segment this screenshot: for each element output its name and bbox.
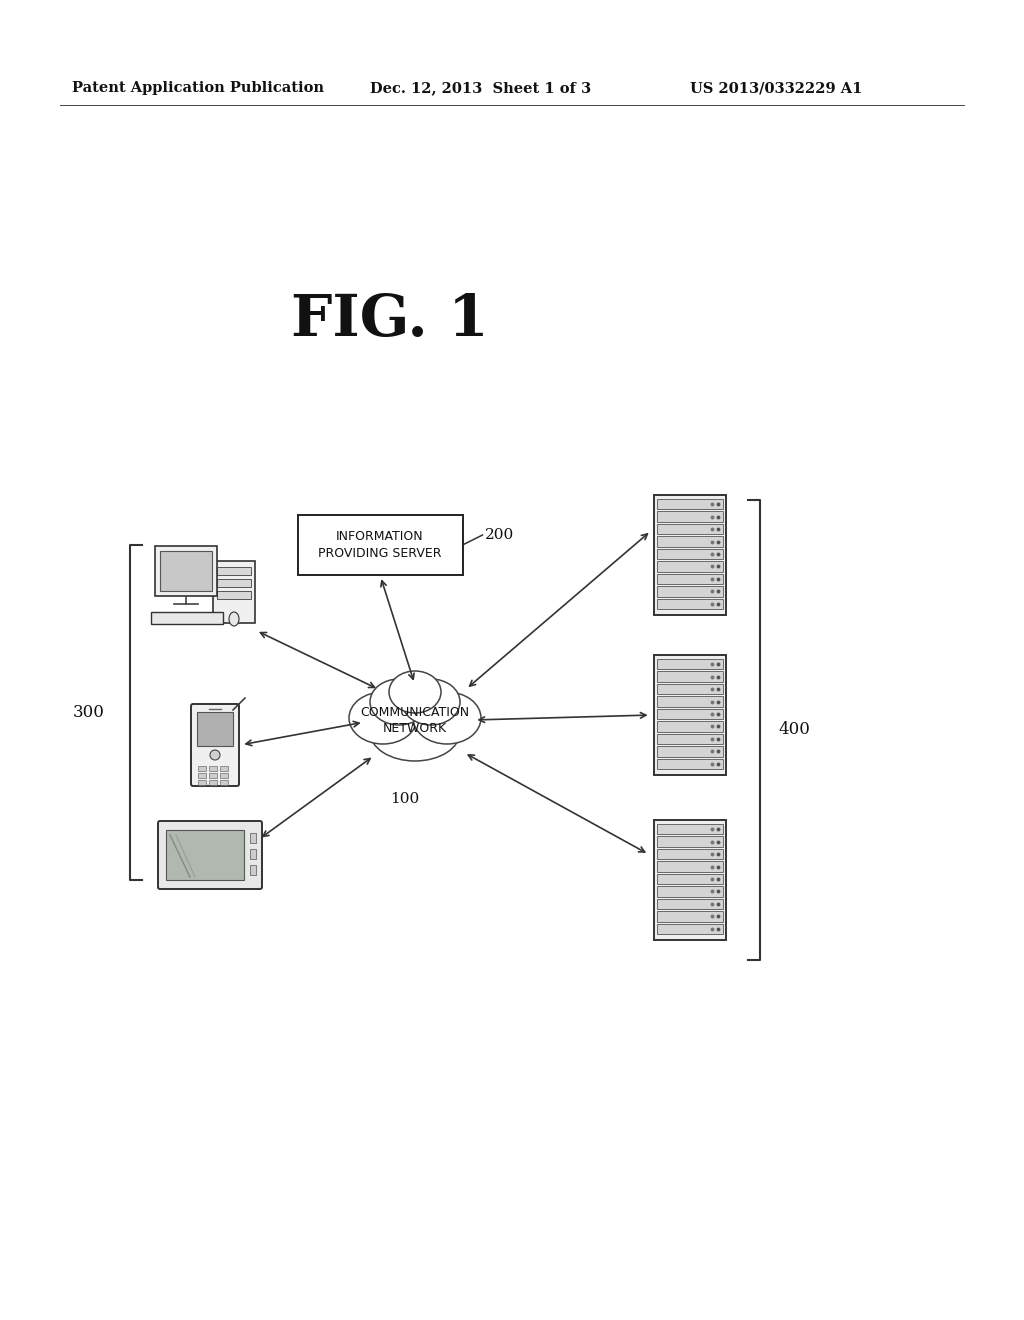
FancyBboxPatch shape	[657, 849, 723, 859]
Text: 100: 100	[390, 792, 420, 807]
Ellipse shape	[413, 692, 481, 744]
Text: Patent Application Publication: Patent Application Publication	[72, 81, 324, 95]
Ellipse shape	[349, 692, 417, 744]
FancyBboxPatch shape	[657, 574, 723, 585]
FancyBboxPatch shape	[151, 612, 223, 624]
Ellipse shape	[389, 671, 441, 713]
FancyBboxPatch shape	[657, 837, 723, 847]
FancyBboxPatch shape	[657, 759, 723, 770]
Text: Dec. 12, 2013  Sheet 1 of 3: Dec. 12, 2013 Sheet 1 of 3	[370, 81, 591, 95]
FancyBboxPatch shape	[657, 911, 723, 921]
FancyBboxPatch shape	[657, 536, 723, 546]
FancyBboxPatch shape	[250, 865, 256, 875]
FancyBboxPatch shape	[657, 734, 723, 744]
FancyBboxPatch shape	[657, 746, 723, 756]
Ellipse shape	[370, 678, 428, 725]
FancyBboxPatch shape	[654, 820, 726, 940]
FancyBboxPatch shape	[657, 586, 723, 597]
Text: US 2013/0332229 A1: US 2013/0332229 A1	[690, 81, 862, 95]
FancyBboxPatch shape	[657, 697, 723, 706]
FancyBboxPatch shape	[209, 774, 217, 777]
FancyBboxPatch shape	[654, 495, 726, 615]
FancyBboxPatch shape	[657, 899, 723, 909]
FancyBboxPatch shape	[657, 886, 723, 896]
Text: 200: 200	[484, 528, 514, 543]
FancyBboxPatch shape	[197, 711, 233, 746]
FancyBboxPatch shape	[160, 550, 212, 591]
FancyBboxPatch shape	[657, 684, 723, 694]
FancyBboxPatch shape	[158, 821, 262, 888]
FancyBboxPatch shape	[657, 721, 723, 731]
FancyBboxPatch shape	[198, 780, 206, 785]
Ellipse shape	[229, 612, 239, 626]
FancyBboxPatch shape	[657, 524, 723, 535]
FancyBboxPatch shape	[250, 849, 256, 859]
FancyBboxPatch shape	[657, 874, 723, 884]
FancyBboxPatch shape	[657, 709, 723, 719]
FancyBboxPatch shape	[198, 766, 206, 771]
FancyBboxPatch shape	[217, 591, 251, 599]
FancyBboxPatch shape	[209, 766, 217, 771]
FancyBboxPatch shape	[217, 568, 251, 576]
FancyBboxPatch shape	[209, 780, 217, 785]
Text: COMMUNICATION
NETWORK: COMMUNICATION NETWORK	[360, 705, 470, 734]
FancyBboxPatch shape	[220, 780, 228, 785]
Ellipse shape	[210, 750, 220, 760]
FancyBboxPatch shape	[298, 515, 463, 576]
FancyBboxPatch shape	[213, 561, 255, 623]
FancyBboxPatch shape	[657, 824, 723, 834]
FancyBboxPatch shape	[217, 579, 251, 587]
FancyBboxPatch shape	[250, 833, 256, 843]
FancyBboxPatch shape	[220, 774, 228, 777]
FancyBboxPatch shape	[657, 561, 723, 572]
FancyBboxPatch shape	[657, 862, 723, 871]
Text: 300: 300	[73, 704, 105, 721]
Ellipse shape	[402, 678, 460, 725]
FancyBboxPatch shape	[220, 766, 228, 771]
FancyBboxPatch shape	[657, 924, 723, 935]
FancyBboxPatch shape	[198, 774, 206, 777]
Text: 400: 400	[778, 722, 810, 738]
Text: FIG. 1: FIG. 1	[291, 292, 488, 348]
FancyBboxPatch shape	[166, 830, 244, 880]
FancyBboxPatch shape	[657, 659, 723, 669]
FancyBboxPatch shape	[657, 598, 723, 609]
FancyBboxPatch shape	[155, 546, 217, 597]
Ellipse shape	[370, 704, 460, 762]
FancyBboxPatch shape	[657, 511, 723, 521]
FancyBboxPatch shape	[657, 499, 723, 510]
FancyBboxPatch shape	[191, 704, 239, 785]
FancyBboxPatch shape	[657, 549, 723, 560]
FancyBboxPatch shape	[654, 655, 726, 775]
FancyBboxPatch shape	[657, 672, 723, 682]
Text: INFORMATION
PROVIDING SERVER: INFORMATION PROVIDING SERVER	[318, 531, 441, 560]
